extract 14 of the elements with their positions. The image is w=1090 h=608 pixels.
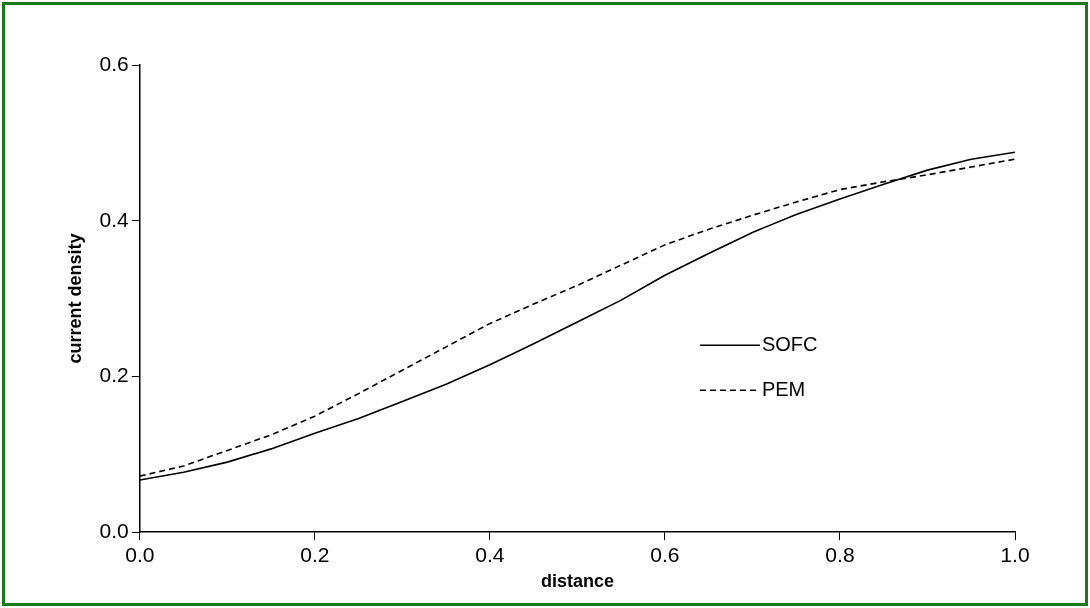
y-tick-label: 0.6 [99, 51, 129, 75]
x-tick-label: 1.0 [1000, 542, 1030, 566]
x-tick-label: 0.4 [475, 542, 505, 566]
legend-label: SOFC [761, 332, 818, 355]
legend-label: PEM [761, 377, 806, 400]
x-axis-title: distance [540, 571, 614, 592]
y-tick-label: 0.0 [99, 519, 129, 542]
x-tick-label: 0.8 [825, 542, 855, 566]
y-axis-title: current density [64, 233, 85, 364]
y-tick-label: 0.2 [99, 363, 129, 387]
x-tick-label: 0.6 [650, 542, 680, 566]
y-tick-label: 0.4 [99, 207, 130, 231]
x-tick-label: 0.2 [300, 542, 330, 566]
x-tick-label: 0.0 [125, 542, 155, 566]
